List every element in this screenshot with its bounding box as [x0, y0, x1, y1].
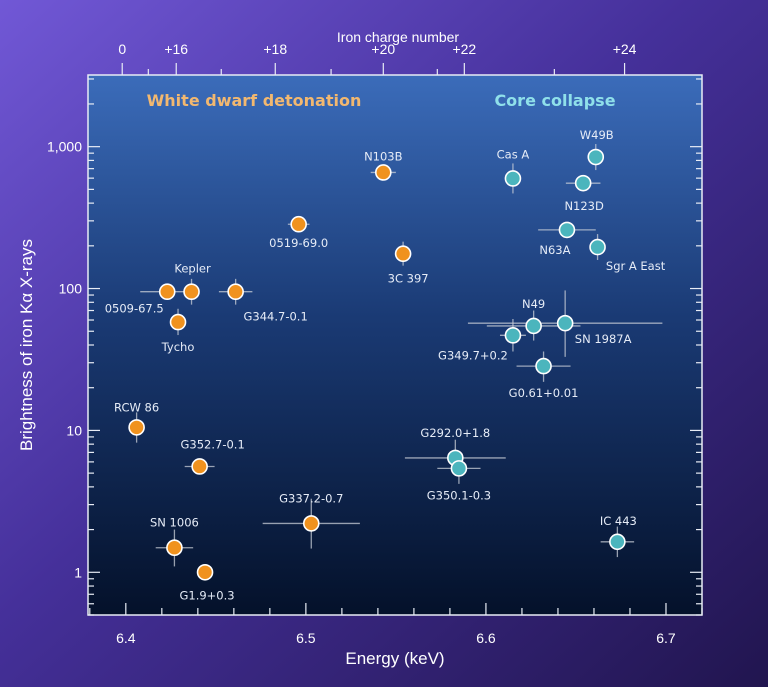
- label-rcw-86: RCW 86: [114, 400, 159, 414]
- x-axis-title: Energy (keV): [345, 649, 444, 668]
- label-3c-397: 3C 397: [388, 272, 429, 286]
- label-g292-0-1-8: G292.0+1.8: [420, 426, 490, 440]
- label-w49b: W49B: [580, 128, 614, 142]
- top-tick-label: +18: [263, 41, 287, 57]
- marker-g337-2-0-7: [302, 515, 320, 532]
- marker-n103b: [374, 164, 392, 181]
- y-tick-label: 1: [74, 564, 82, 580]
- x-tick-label: 6.7: [656, 630, 676, 646]
- x-tick-label: 6.4: [116, 630, 136, 646]
- top-tick-label: +24: [613, 41, 637, 57]
- top-tick-label: +20: [371, 41, 395, 57]
- marker-tycho: [169, 313, 187, 331]
- marker-0519-69-0: [290, 215, 307, 233]
- marker-g350-1-0-3: [450, 460, 468, 477]
- label-g350-1-0-3: G350.1-0.3: [427, 488, 491, 502]
- marker-sgr-a-east: [589, 238, 606, 256]
- top-tick-label: 0: [118, 41, 126, 57]
- group-title-core-collapse: Core collapse: [494, 91, 615, 110]
- y-tick-label: 1,000: [47, 139, 82, 155]
- marker-sn-1987a: [556, 314, 574, 332]
- marker-rcw-86: [128, 419, 145, 436]
- label-sn-1987a: SN 1987A: [575, 332, 632, 346]
- top-tick-label: +22: [452, 41, 476, 57]
- marker-cas-a: [504, 170, 522, 187]
- marker-kepler: [183, 283, 200, 301]
- label-g0-61-0-01: G0.61+0.01: [509, 386, 579, 400]
- label-0509-67-5: 0509-67.5: [105, 302, 164, 316]
- y-tick-label: 100: [59, 281, 83, 297]
- marker-g1-9-0-3: [196, 563, 214, 581]
- plot-area: [87, 74, 703, 616]
- marker-ic-443: [609, 533, 626, 551]
- label-g352-7-0-1: G352.7-0.1: [180, 437, 244, 451]
- marker-g344-7-0-1: [227, 283, 244, 301]
- label-n63a: N63A: [539, 243, 570, 257]
- marker-g0-61-0-01: [535, 357, 552, 375]
- label-g344-7-0-1: G344.7-0.1: [244, 310, 308, 324]
- label-n103b: N103B: [364, 149, 403, 163]
- y-axis-title: Brightness of iron Kα X-rays: [17, 239, 36, 451]
- x-tick-label: 6.6: [476, 630, 496, 646]
- label-sgr-a-east: Sgr A East: [606, 259, 666, 273]
- label-n49: N49: [522, 297, 545, 311]
- marker-g352-7-0-1: [191, 458, 208, 475]
- label-n123d: N123D: [564, 199, 604, 213]
- label-0519-69-0: 0519-69.0: [269, 236, 328, 250]
- marker-w49b: [587, 148, 605, 166]
- marker-n123d: [574, 174, 592, 192]
- marker-0509-67-5: [158, 283, 176, 301]
- top-tick-label: +16: [164, 41, 188, 57]
- y-tick-label: 10: [66, 422, 82, 438]
- label-cas-a: Cas A: [497, 147, 530, 161]
- label-g337-2-0-7: G337.2-0.7: [279, 491, 343, 505]
- label-tycho: Tycho: [161, 340, 195, 354]
- label-ic-443: IC 443: [600, 514, 637, 528]
- x-tick-label: 6.5: [296, 630, 316, 646]
- label-g349-7-0-2: G349.7+0.2: [438, 348, 508, 362]
- label-sn-1006: SN 1006: [150, 516, 199, 530]
- marker-3c-397: [394, 245, 412, 263]
- marker-n63a: [558, 221, 576, 239]
- top-axis-title: Iron charge number: [337, 29, 460, 45]
- label-g1-9-0-3: G1.9+0.3: [179, 588, 234, 602]
- marker-sn-1006: [166, 539, 183, 557]
- marker-g349-7-0-2: [504, 327, 522, 344]
- group-title-white-dwarf: White dwarf detonation: [147, 91, 362, 110]
- marker-n49: [525, 317, 542, 335]
- label-kepler: Kepler: [174, 262, 211, 276]
